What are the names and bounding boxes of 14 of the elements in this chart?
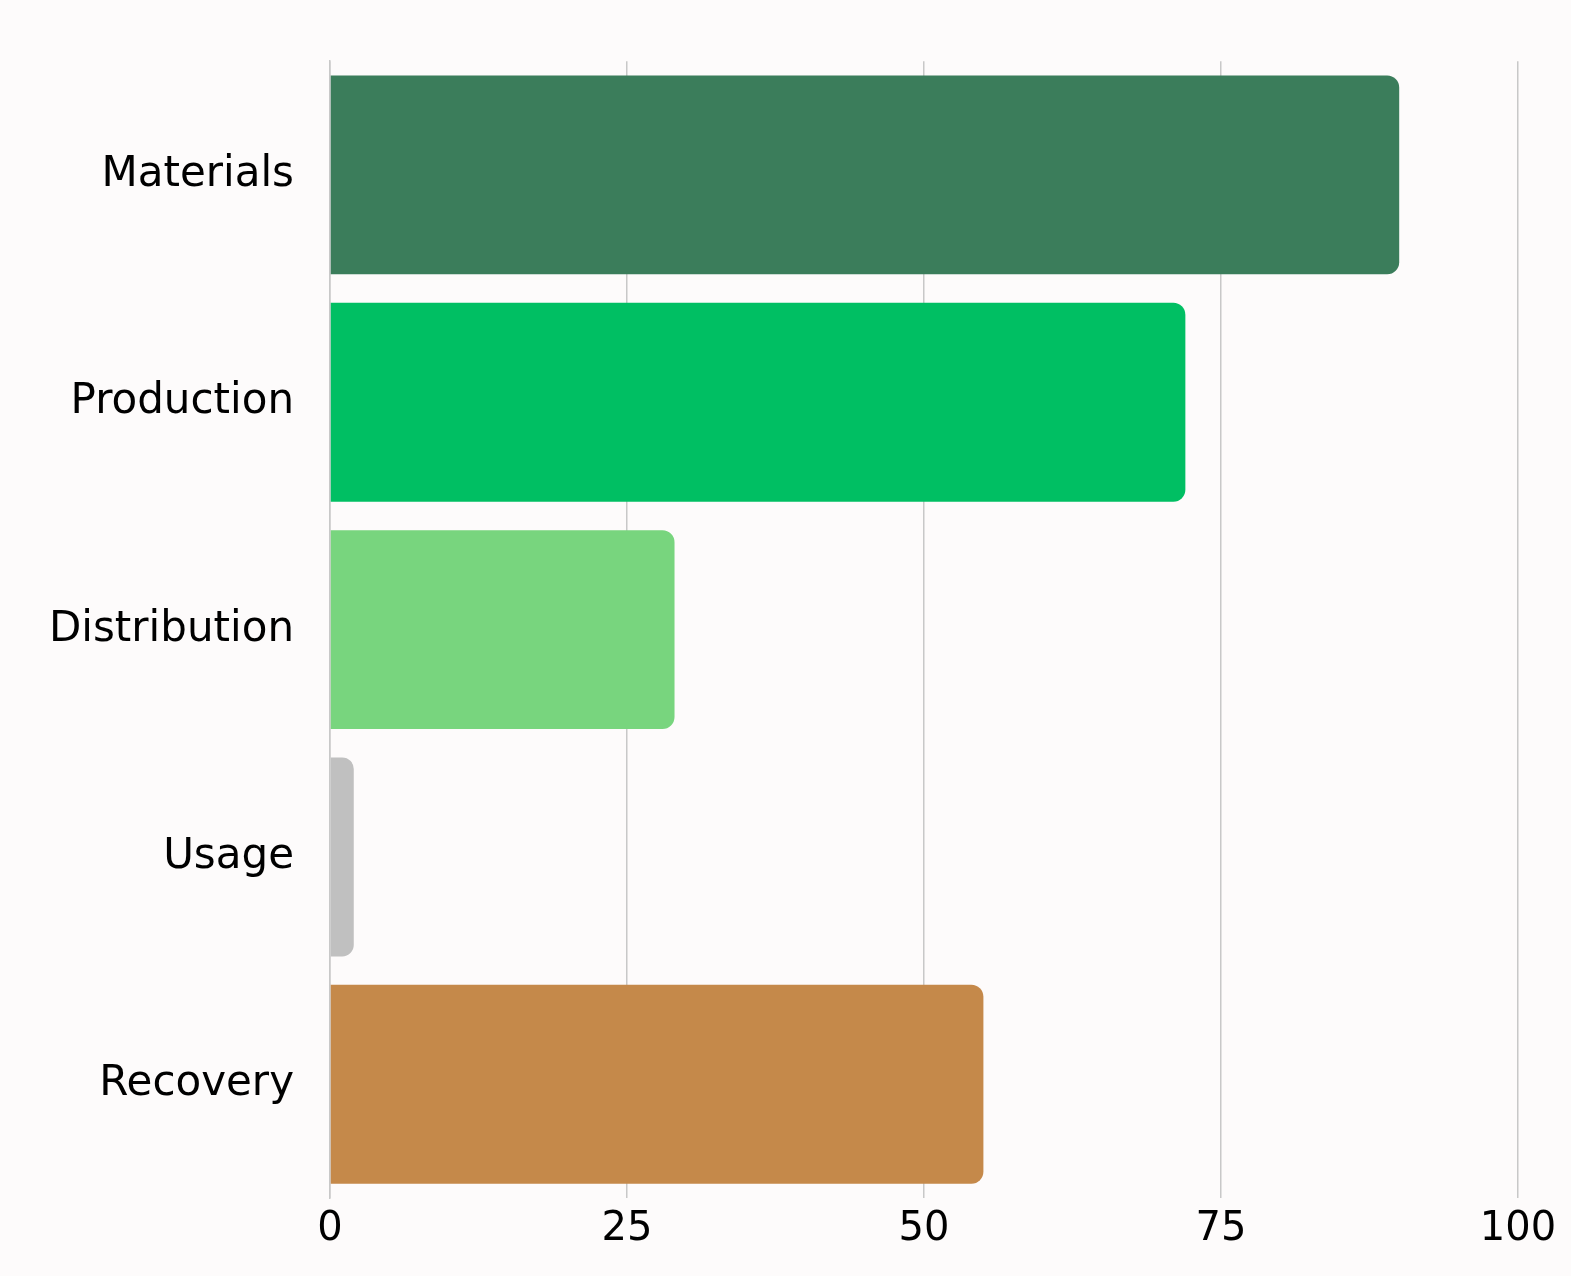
x-tick-label: 100 [1479, 1203, 1557, 1250]
x-tick-label: 0 [317, 1203, 343, 1250]
bar [330, 984, 984, 1184]
x-tick-label: 75 [1195, 1203, 1247, 1250]
bar [330, 530, 675, 730]
bar [330, 75, 1400, 275]
y-tick-label: Recovery [99, 1056, 294, 1106]
x-tick-label: 25 [601, 1203, 653, 1250]
y-tick-label: Production [70, 374, 294, 424]
bar [330, 302, 1186, 502]
y-tick-label: Distribution [48, 601, 294, 651]
x-tick-label: 50 [898, 1203, 950, 1250]
y-tick-label: Materials [101, 146, 294, 196]
y-tick-label: Usage [163, 828, 294, 878]
